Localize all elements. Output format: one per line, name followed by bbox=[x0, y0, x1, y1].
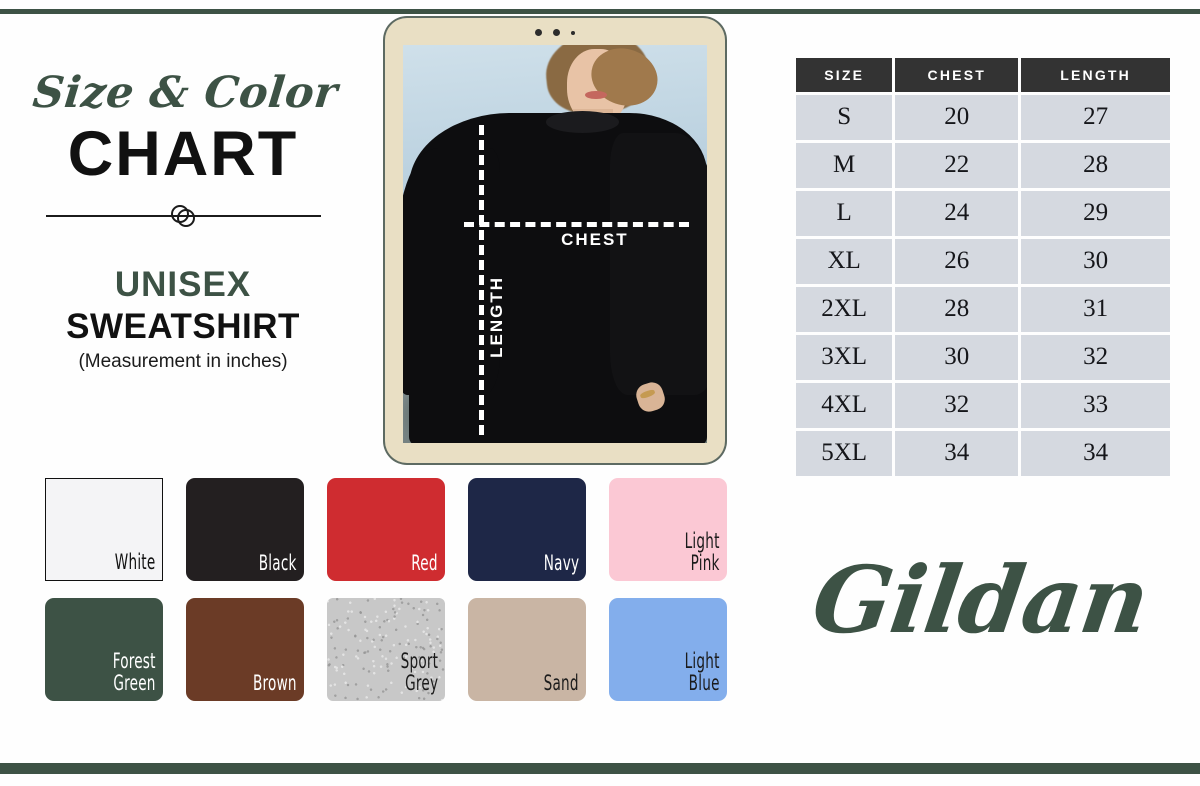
cell-length: 30 bbox=[1021, 239, 1170, 284]
color-swatch-white[interactable]: White bbox=[45, 478, 163, 581]
divider bbox=[46, 203, 321, 229]
swatch-label: Light Pink bbox=[685, 531, 720, 574]
sweatshirt-collar bbox=[546, 111, 619, 133]
cell-chest: 20 bbox=[895, 95, 1018, 140]
chest-measure-line bbox=[464, 222, 689, 227]
brand-logo: Gildan bbox=[786, 540, 1176, 660]
cell-length: 33 bbox=[1021, 383, 1170, 428]
cell-chest: 22 bbox=[895, 143, 1018, 188]
cell-chest: 30 bbox=[895, 335, 1018, 380]
color-swatch-navy[interactable]: Navy bbox=[468, 478, 586, 581]
table-row: S 20 27 bbox=[796, 95, 1170, 140]
cell-chest: 32 bbox=[895, 383, 1018, 428]
table-row: 2XL 28 31 bbox=[796, 287, 1170, 332]
column-header-size: SIZE bbox=[796, 58, 892, 92]
swatch-label: Red bbox=[412, 553, 438, 574]
sensor-dot-icon bbox=[571, 31, 575, 35]
bottom-border-rule bbox=[0, 763, 1200, 774]
swatch-label: Black bbox=[259, 553, 297, 574]
column-header-length: LENGTH bbox=[1021, 58, 1170, 92]
camera-dot-icon bbox=[553, 29, 560, 36]
cell-length: 27 bbox=[1021, 95, 1170, 140]
measurement-note: (Measurement in inches) bbox=[33, 351, 333, 373]
product-photo: CHEST LENGTH bbox=[403, 45, 707, 443]
cell-size: 3XL bbox=[796, 335, 892, 380]
color-swatch-light-blue[interactable]: Light Blue bbox=[609, 598, 727, 701]
table-row: 5XL 34 34 bbox=[796, 431, 1170, 476]
cell-size: 4XL bbox=[796, 383, 892, 428]
table-row: M 22 28 bbox=[796, 143, 1170, 188]
brand-name: Gildan bbox=[807, 546, 1155, 654]
interlocking-rings-icon bbox=[163, 203, 203, 234]
cell-size: 2XL bbox=[796, 287, 892, 332]
table-row: 4XL 32 33 bbox=[796, 383, 1170, 428]
cell-size: XL bbox=[796, 239, 892, 284]
column-header-chest: CHEST bbox=[895, 58, 1018, 92]
cell-length: 31 bbox=[1021, 287, 1170, 332]
cell-size: L bbox=[796, 191, 892, 236]
page-title-script: Size & Color bbox=[31, 72, 336, 115]
table-header-row: SIZE CHEST LENGTH bbox=[796, 58, 1170, 92]
chest-measure-label: CHEST bbox=[561, 230, 629, 250]
table-body: S 20 27 M 22 28 L 24 29 XL 26 30 bbox=[796, 95, 1170, 476]
length-measure-label: LENGTH bbox=[487, 276, 507, 358]
color-swatch-forest-green[interactable]: Forest Green bbox=[45, 598, 163, 701]
cell-size: S bbox=[796, 95, 892, 140]
length-measure-line bbox=[479, 125, 484, 435]
swatch-label: Sand bbox=[544, 673, 579, 694]
tablet-camera-row bbox=[385, 29, 725, 36]
color-swatch-brown[interactable]: Brown bbox=[186, 598, 304, 701]
color-swatch-sport-grey[interactable]: Sport Grey bbox=[327, 598, 445, 701]
cell-chest: 34 bbox=[895, 431, 1018, 476]
color-swatch-grid: White Black Red Navy Light Pink Forest G… bbox=[45, 478, 727, 701]
model-lips bbox=[585, 91, 606, 99]
cell-chest: 28 bbox=[895, 287, 1018, 332]
top-border-rule bbox=[0, 9, 1200, 14]
cell-chest: 26 bbox=[895, 239, 1018, 284]
swatch-label: Forest Green bbox=[113, 651, 156, 694]
product-category: UNISEX bbox=[33, 265, 333, 305]
camera-dot-icon bbox=[535, 29, 542, 36]
color-swatch-red[interactable]: Red bbox=[327, 478, 445, 581]
cell-size: 5XL bbox=[796, 431, 892, 476]
product-type: SWEATSHIRT bbox=[33, 307, 333, 347]
page-title: CHART bbox=[33, 121, 333, 187]
sweatshirt-left-sleeve bbox=[403, 148, 500, 395]
cell-length: 34 bbox=[1021, 431, 1170, 476]
cell-length: 32 bbox=[1021, 335, 1170, 380]
cell-size: M bbox=[796, 143, 892, 188]
color-swatch-black[interactable]: Black bbox=[186, 478, 304, 581]
title-block: Size & Color CHART UNISEX SWEATSHIRT (Me… bbox=[33, 72, 333, 373]
cell-length: 29 bbox=[1021, 191, 1170, 236]
size-table: SIZE CHEST LENGTH S 20 27 M 22 28 L bbox=[793, 55, 1173, 479]
swatch-label: Light Blue bbox=[685, 651, 720, 694]
color-swatch-light-pink[interactable]: Light Pink bbox=[609, 478, 727, 581]
sweatshirt-right-sleeve bbox=[610, 133, 707, 396]
table-row: XL 26 30 bbox=[796, 239, 1170, 284]
cell-chest: 24 bbox=[895, 191, 1018, 236]
swatch-label: Brown bbox=[253, 673, 297, 694]
cell-length: 28 bbox=[1021, 143, 1170, 188]
size-chart-page: Size & Color CHART UNISEX SWEATSHIRT (Me… bbox=[0, 0, 1200, 786]
table-row: 3XL 30 32 bbox=[796, 335, 1170, 380]
swatch-label: Sport Grey bbox=[400, 651, 438, 694]
table-row: L 24 29 bbox=[796, 191, 1170, 236]
swatch-label: White bbox=[114, 552, 155, 573]
swatch-label: Navy bbox=[544, 553, 579, 574]
tablet-frame: CHEST LENGTH bbox=[385, 18, 725, 463]
color-swatch-sand[interactable]: Sand bbox=[468, 598, 586, 701]
